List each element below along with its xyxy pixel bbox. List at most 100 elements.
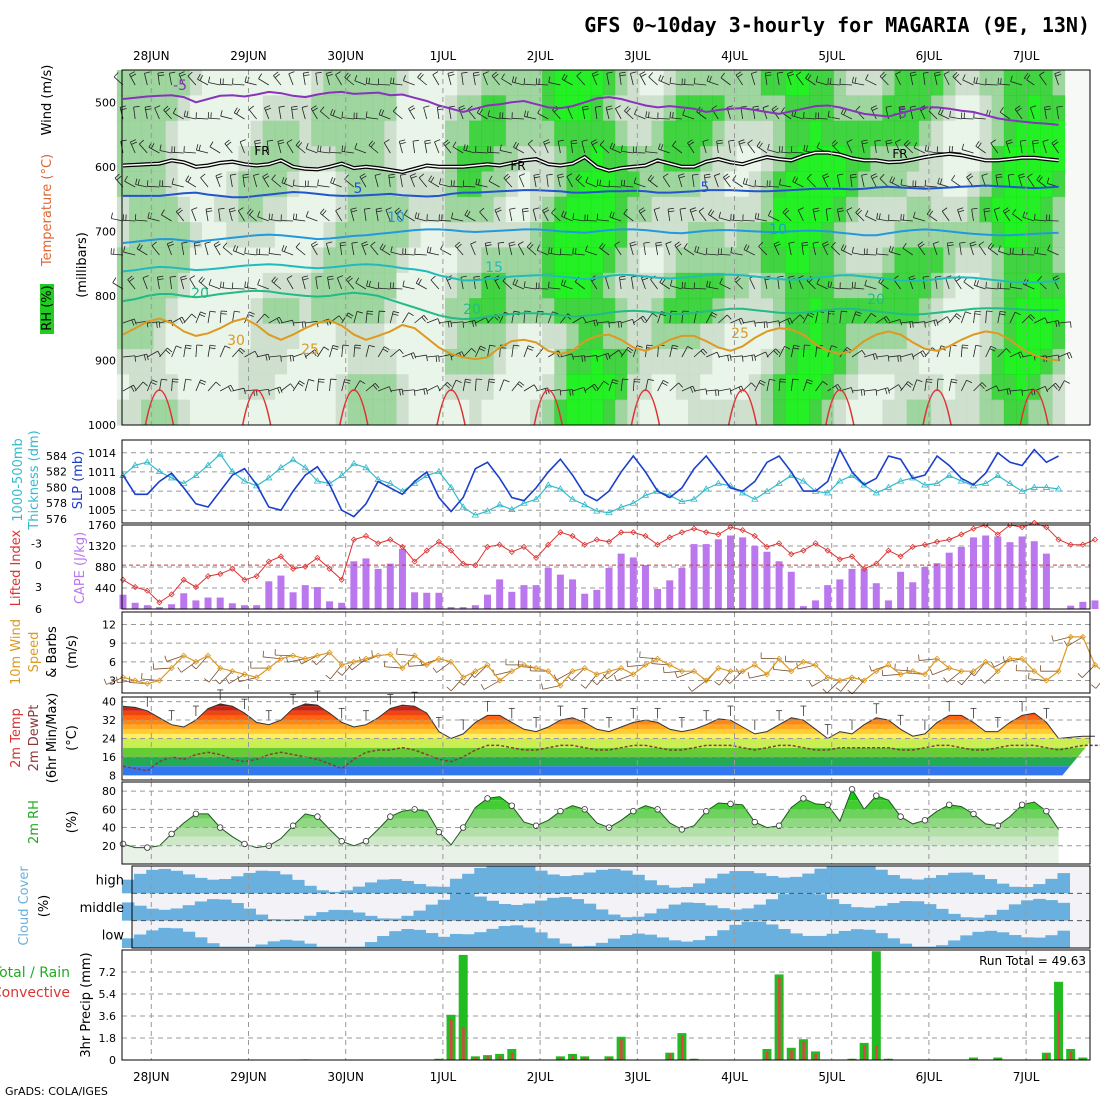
- wind-barb: [156, 275, 164, 290]
- barb-staff: [581, 141, 586, 154]
- barb-feather: [471, 320, 475, 327]
- barb-feather: [264, 105, 271, 109]
- rh-cell: [663, 298, 677, 325]
- barb-staff: [325, 73, 330, 86]
- rh-cell: [955, 196, 968, 223]
- rh-cell: [967, 374, 981, 401]
- barb-feather: [606, 71, 613, 74]
- barb-staff: [244, 81, 257, 86]
- barb-feather: [854, 282, 856, 289]
- rh-cell: [809, 399, 823, 426]
- wind-marker: [447, 658, 455, 665]
- lifted-marker: [678, 529, 685, 536]
- wind-barb: [1046, 354, 1060, 361]
- rh-cell: [712, 272, 725, 299]
- barb-feather: [185, 347, 192, 350]
- axis-label: & Barbs: [45, 626, 60, 678]
- wind-barb: [948, 378, 958, 392]
- rh-cell: [602, 196, 616, 223]
- rh-cell: [1028, 298, 1041, 325]
- rh-cell: [833, 146, 847, 172]
- barb-feather: [822, 688, 828, 694]
- wind-barb: [922, 71, 930, 86]
- wind-barb: [207, 310, 216, 324]
- barb-staff: [620, 346, 629, 358]
- lifted-marker: [666, 534, 673, 541]
- lifted-marker: [472, 562, 479, 569]
- cloud-cell: [923, 904, 937, 921]
- cape-bar: [605, 567, 613, 609]
- cloud-cell: [863, 929, 876, 948]
- wind-barb: [305, 349, 319, 358]
- rh-cell: [408, 348, 422, 375]
- barb-staff: [390, 388, 403, 392]
- footer-credit: GrADS: COLA/IGES: [5, 1085, 108, 1098]
- barb-staff: [1014, 109, 1023, 120]
- rh-cell: [189, 222, 203, 248]
- thickness-marker: [167, 474, 176, 481]
- rh-cell: [1016, 374, 1029, 401]
- barb-staff: [971, 209, 974, 222]
- barb-feather: [379, 243, 384, 250]
- wind-barb: [831, 139, 841, 154]
- barb-feather: [751, 71, 758, 74]
- barb-feather: [929, 210, 934, 216]
- rh-cell: [262, 298, 276, 325]
- rh-cell: [894, 222, 908, 248]
- barb-feather: [248, 105, 255, 110]
- barb-feather: [340, 241, 347, 244]
- cloud-cell: [1057, 930, 1071, 948]
- barb-feather: [582, 108, 589, 111]
- barb-staff: [691, 680, 707, 692]
- wind-barb: [560, 279, 573, 290]
- barb-staff: [426, 355, 439, 358]
- wind-barb: [855, 208, 865, 222]
- wind-barb: [851, 311, 862, 324]
- barb-feather: [620, 321, 623, 328]
- barb-feather: [185, 378, 192, 381]
- wind-barb: [268, 386, 283, 394]
- rh-cell: [1040, 348, 1053, 375]
- rh-cell: [189, 348, 203, 375]
- rh-cell: [238, 298, 252, 325]
- wind-barb: [317, 346, 330, 358]
- cloud-cell: [474, 867, 487, 894]
- barb-staff: [882, 673, 901, 677]
- barb-feather: [230, 384, 234, 391]
- barb-feather: [645, 145, 647, 152]
- barb-staff: [207, 345, 211, 358]
- rh-cell: [967, 70, 981, 96]
- cloud-cell: [279, 939, 293, 948]
- cloud-cell: [765, 924, 779, 948]
- rh-cell: [918, 323, 932, 350]
- barb-staff: [127, 279, 136, 290]
- barb-staff: [657, 118, 670, 120]
- barb-staff: [922, 277, 926, 290]
- wind-barb: [606, 71, 613, 86]
- barb-feather: [552, 311, 559, 315]
- barb-staff: [937, 183, 950, 188]
- barb-staff: [423, 107, 428, 120]
- wind-barb: [390, 77, 403, 86]
- wind-barb: [827, 280, 840, 290]
- rh-cell: [420, 374, 434, 401]
- barb-staff: [1034, 252, 1047, 256]
- wind-barb: [888, 384, 903, 392]
- rh-cell: [724, 222, 738, 248]
- wind-barb: [825, 207, 833, 222]
- barb-staff: [511, 345, 514, 358]
- barb-staff: [682, 114, 695, 120]
- cloud-cell: [304, 943, 317, 948]
- barb-feather: [876, 247, 878, 254]
- barb-feather: [430, 176, 435, 183]
- barb-feather: [674, 671, 678, 678]
- barb-feather: [899, 355, 902, 362]
- barb-staff: [301, 107, 306, 120]
- wind-barb: [159, 180, 172, 188]
- wind-barb: [228, 207, 236, 222]
- cloud-cell: [231, 876, 244, 894]
- axis-label: Speed: [27, 632, 42, 673]
- cloud-cell: [182, 905, 196, 921]
- barb-feather: [199, 75, 204, 81]
- wind-barb: [888, 319, 903, 326]
